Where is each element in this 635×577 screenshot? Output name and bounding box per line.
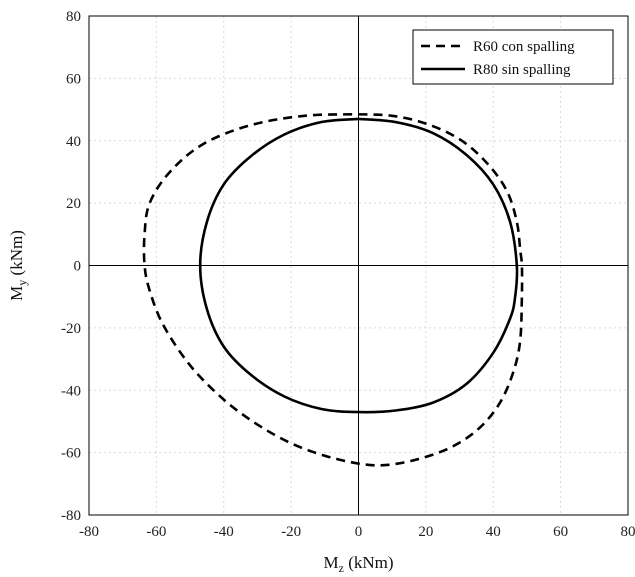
y-tick-label: 40 bbox=[66, 134, 81, 150]
x-tick-label: -60 bbox=[146, 524, 166, 540]
x-tick-label: 40 bbox=[486, 524, 501, 540]
y-tick-label: -60 bbox=[61, 446, 81, 462]
y-tick-label: 0 bbox=[74, 259, 82, 275]
x-tick-label: -80 bbox=[79, 524, 99, 540]
zero-axes bbox=[89, 16, 628, 515]
y-tick-label: 60 bbox=[66, 71, 81, 87]
x-tick-label: 0 bbox=[355, 524, 363, 540]
y-tick-label: 80 bbox=[66, 9, 81, 25]
y-axis-label: My (kNm) bbox=[7, 230, 29, 301]
legend-box bbox=[412, 29, 614, 85]
x-tick-labels: -80 -60 -40 -20 0 20 40 60 80 bbox=[79, 524, 635, 540]
legend-label-r60: R60 con spalling bbox=[473, 39, 575, 55]
y-tick-label: 20 bbox=[66, 196, 81, 212]
x-tick-label: 60 bbox=[553, 524, 568, 540]
x-axis-label: Mz (kNm) bbox=[323, 553, 393, 575]
series-layer bbox=[142, 112, 524, 467]
legend: R60 con spalling R80 sin spalling bbox=[412, 29, 614, 85]
x-tick-label: 20 bbox=[418, 524, 433, 540]
x-tick-label: 80 bbox=[621, 524, 635, 540]
plot-frame bbox=[88, 15, 629, 516]
x-tick-label: -20 bbox=[281, 524, 301, 540]
series-line-r80 bbox=[198, 117, 519, 414]
y-tick-label: -80 bbox=[61, 508, 81, 524]
y-tick-label: -20 bbox=[61, 321, 81, 337]
series-line-r60 bbox=[142, 112, 524, 467]
y-tick-label: -40 bbox=[61, 383, 81, 399]
y-tick-labels: -80 -60 -40 -20 0 20 40 60 80 bbox=[61, 9, 81, 524]
x-tick-label: -40 bbox=[214, 524, 234, 540]
legend-label-r80: R80 sin spalling bbox=[473, 62, 571, 78]
